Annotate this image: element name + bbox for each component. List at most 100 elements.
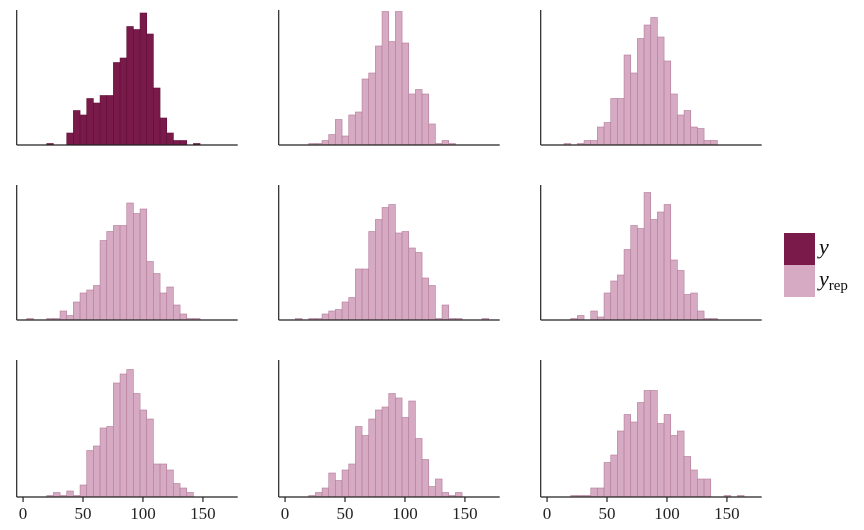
histogram-bar	[66, 132, 74, 146]
facet-panel-3	[540, 10, 762, 146]
histogram-bar	[348, 463, 356, 498]
histogram-bar	[670, 435, 678, 498]
histogram-bar	[617, 274, 625, 321]
histogram-bar	[146, 33, 154, 146]
histogram-bar	[603, 462, 612, 498]
histogram-bar	[415, 89, 423, 146]
legend: y yrep	[784, 233, 848, 297]
histogram-bar	[153, 273, 161, 321]
histogram-bar	[657, 423, 665, 498]
histogram-bar	[441, 140, 450, 146]
histogram-bar	[99, 240, 108, 321]
histogram-bar	[435, 478, 443, 498]
histogram-bar	[179, 487, 188, 498]
histogram-bar	[683, 110, 692, 146]
histogram-bar	[421, 459, 430, 498]
facet-panel-8: 0 50 100 150	[278, 360, 500, 523]
histogram-bar	[133, 29, 141, 146]
histogram-bar	[670, 259, 678, 321]
histogram-bar	[173, 304, 181, 321]
facet-panel-4	[16, 185, 238, 321]
histogram-bar	[341, 135, 350, 146]
histogram-bar	[650, 219, 658, 321]
facet-panels: 0 50 100 150 0 50 100 150 0 50 100 150	[16, 10, 762, 523]
histogram-bar	[159, 292, 168, 321]
histogram-bar	[617, 98, 625, 146]
histogram-bar	[623, 54, 632, 146]
histogram-bar	[328, 472, 336, 498]
x-tick-label: 100	[130, 504, 156, 523]
histogram-bar	[590, 310, 598, 321]
histogram-bar	[388, 41, 396, 146]
histogram-bar	[361, 78, 370, 146]
histogram-bar	[59, 310, 68, 321]
histogram-bar	[335, 309, 343, 321]
histogram-bar	[603, 122, 612, 146]
histogram-bar	[119, 57, 128, 146]
histogram-bar	[328, 134, 336, 146]
histogram-bar	[677, 430, 685, 498]
histogram-bar	[401, 42, 410, 146]
histogram-bar	[126, 26, 134, 146]
histogram-bar	[179, 140, 188, 146]
x-tick-label: 50	[599, 504, 616, 523]
histogram-bar	[113, 382, 121, 498]
histogram-bar	[643, 192, 652, 321]
histogram-bar	[173, 483, 181, 498]
histogram-bar	[106, 231, 114, 321]
histogram-bar	[690, 292, 698, 321]
histogram-bar	[99, 427, 108, 498]
histogram-bar	[375, 409, 383, 498]
histogram-bar	[341, 469, 350, 498]
histogram-bar	[455, 492, 463, 498]
histogram-bar	[630, 421, 638, 498]
x-tick-label: 0	[543, 504, 552, 523]
histogram-bar	[388, 393, 396, 498]
histogram-bar	[677, 270, 685, 321]
histogram-bar	[368, 418, 376, 498]
histogram-bar	[53, 492, 61, 498]
x-tick-label: 50	[337, 504, 354, 523]
histogram-bar	[93, 102, 101, 146]
histogram-bar	[368, 72, 376, 146]
x-tick-label: 50	[75, 504, 92, 523]
facet-panel-7: 0 50 100 150	[16, 360, 238, 523]
histogram-bar	[113, 225, 121, 321]
histogram-bar	[597, 487, 605, 498]
histogram-bar	[657, 211, 665, 321]
histogram-bar	[630, 225, 638, 321]
histogram-bar	[159, 117, 168, 146]
histogram-bar	[381, 11, 390, 146]
histogram-bar	[617, 430, 625, 498]
histogram-bar	[113, 62, 121, 146]
histogram-bar	[637, 38, 645, 146]
histogram-bar	[99, 95, 108, 146]
histogram-bar	[315, 492, 323, 498]
histogram-bar	[441, 492, 450, 498]
histogram-bar	[637, 228, 645, 321]
histogram-bar	[421, 93, 430, 146]
histogram-bar	[355, 111, 363, 146]
histogram-bar	[590, 487, 598, 498]
histogram-bar	[93, 285, 101, 321]
histogram-bar	[428, 285, 436, 321]
histogram-bar	[166, 469, 174, 498]
histogram-bar	[577, 315, 585, 321]
facet-panel-1	[16, 10, 238, 146]
histogram-bar	[663, 414, 672, 498]
x-tick-label: 150	[190, 504, 216, 523]
histogram-bar	[415, 438, 423, 498]
facet-panel-5	[278, 185, 500, 321]
legend-label-yrep-main: y	[817, 266, 829, 291]
histogram-bar	[133, 213, 141, 321]
histogram-bar	[133, 393, 141, 498]
histogram-bar	[697, 310, 705, 321]
legend-swatch-yrep	[784, 265, 815, 297]
histogram-bar	[401, 417, 410, 498]
histogram-bar	[153, 87, 161, 146]
histogram-bar	[408, 93, 416, 146]
histogram-bar	[683, 294, 692, 321]
histogram-bar	[663, 60, 672, 146]
histogram-bar	[119, 373, 128, 498]
